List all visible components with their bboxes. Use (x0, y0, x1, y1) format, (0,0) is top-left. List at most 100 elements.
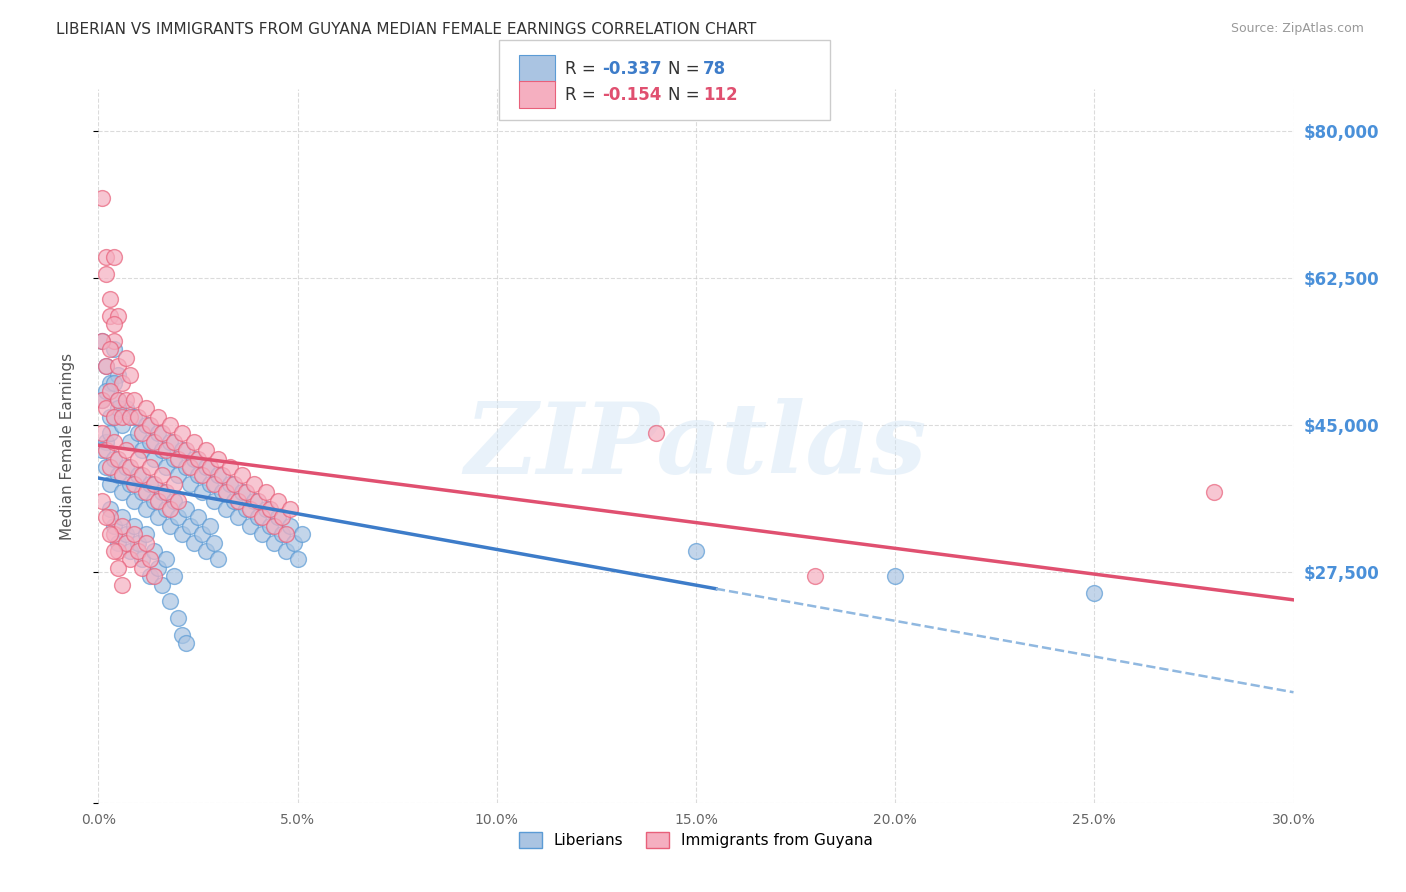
Point (191, 485, 214, 500)
Point (124, 518, 146, 533)
Point (115, 527, 138, 541)
Text: R =: R = (565, 60, 602, 78)
Point (202, 535, 225, 549)
Point (187, 468, 209, 483)
Point (111, 518, 134, 533)
Point (127, 468, 149, 483)
Point (167, 468, 190, 483)
Point (291, 527, 314, 541)
Text: N =: N = (668, 86, 704, 103)
Point (96, 510, 118, 524)
Point (207, 552, 229, 566)
Point (111, 485, 134, 500)
Point (148, 493, 170, 508)
Point (150, 577, 173, 591)
Point (131, 485, 153, 500)
Point (98, 527, 122, 541)
Point (155, 552, 177, 566)
Point (207, 468, 229, 483)
Point (1202, 485, 1225, 500)
Point (198, 460, 221, 475)
Point (202, 493, 225, 508)
Point (139, 460, 162, 475)
Point (163, 434, 186, 449)
Point (127, 409, 149, 424)
Point (91, 443, 114, 458)
Point (96, 359, 118, 374)
Point (98, 510, 122, 524)
Point (685, 544, 707, 558)
Point (155, 443, 177, 458)
Point (287, 552, 309, 566)
Point (96, 384, 118, 399)
Point (96, 267, 118, 281)
Point (131, 443, 153, 458)
Point (98, 426, 122, 441)
Point (107, 560, 129, 574)
Point (131, 560, 153, 574)
Point (139, 434, 162, 449)
Point (103, 518, 125, 533)
Point (107, 451, 129, 466)
Point (139, 569, 162, 583)
Point (103, 527, 125, 541)
Point (103, 544, 125, 558)
Point (107, 309, 129, 323)
Point (246, 510, 269, 524)
Point (195, 544, 218, 558)
Point (150, 443, 173, 458)
Point (243, 476, 266, 491)
Point (120, 460, 142, 475)
Point (150, 468, 173, 483)
Point (115, 535, 138, 549)
Point (274, 544, 297, 558)
Point (159, 594, 181, 608)
Point (124, 493, 146, 508)
Point (96, 434, 118, 449)
Point (283, 535, 305, 549)
Point (215, 485, 238, 500)
Point (259, 518, 281, 533)
Point (98, 460, 122, 475)
Point (115, 443, 138, 458)
Point (163, 493, 186, 508)
Point (179, 518, 201, 533)
Point (91, 334, 114, 348)
Point (270, 510, 292, 524)
Point (107, 401, 129, 416)
Point (159, 502, 181, 516)
Point (107, 392, 129, 407)
Text: R =: R = (565, 86, 602, 103)
Point (107, 368, 129, 382)
Point (143, 493, 166, 508)
Point (135, 417, 157, 432)
Point (167, 510, 190, 524)
Point (124, 392, 146, 407)
Point (139, 476, 162, 491)
Point (120, 552, 142, 566)
Point (91, 334, 114, 348)
Text: 112: 112 (703, 86, 738, 103)
Point (120, 544, 142, 558)
Point (202, 476, 225, 491)
Point (226, 510, 249, 524)
Point (219, 476, 242, 491)
Point (172, 628, 194, 642)
Point (155, 502, 177, 516)
Point (91, 392, 114, 407)
Point (274, 527, 297, 541)
Point (143, 476, 166, 491)
Point (131, 468, 153, 483)
Point (235, 502, 257, 516)
Point (135, 401, 157, 416)
Point (115, 460, 138, 475)
Point (172, 426, 194, 441)
Point (150, 426, 173, 441)
Point (91, 191, 114, 205)
Point (191, 468, 214, 483)
Point (96, 401, 118, 416)
Point (267, 510, 290, 524)
Y-axis label: Median Female Earnings: Median Female Earnings (60, 352, 75, 540)
Point (107, 392, 129, 407)
Point (131, 426, 153, 441)
